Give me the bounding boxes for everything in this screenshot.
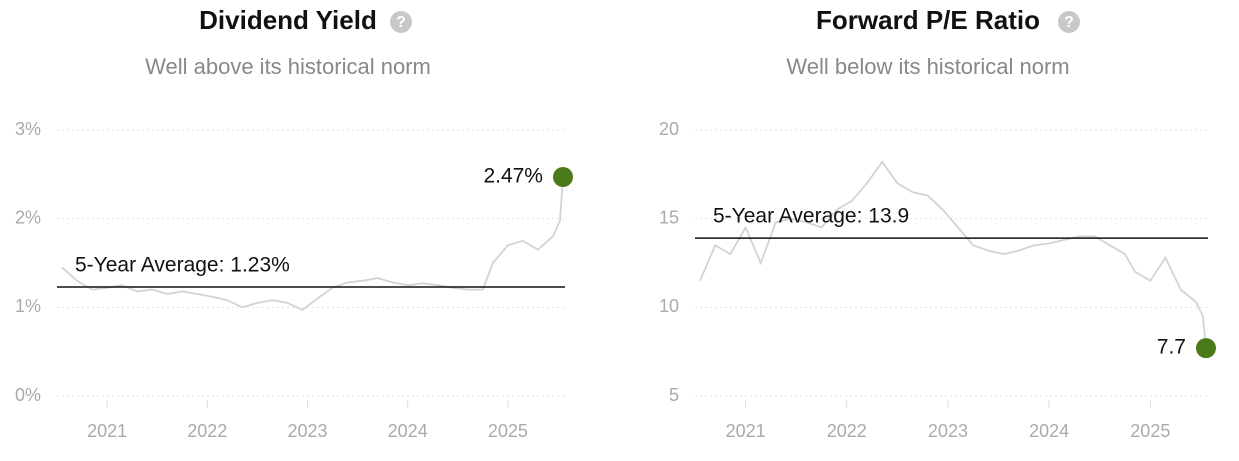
chart-subtitle: Well above its historical norm [145,54,431,79]
x-tick-label: 2025 [1130,421,1170,441]
chart-title: Forward P/E Ratio [816,5,1040,35]
help-icon[interactable] [390,11,412,33]
current-marker [1195,338,1216,359]
series-line [699,160,1207,349]
x-tick-label: 2022 [827,421,867,441]
x-tick-label: 2024 [1029,421,1069,441]
current-label: 7.7 [1157,336,1186,359]
x-tick-label: 2024 [388,421,428,441]
x-tick-label: 2022 [187,421,227,441]
y-tick-label: 15 [659,207,679,227]
x-tick-label: 2021 [87,421,127,441]
y-tick-label: 1% [15,296,41,316]
series-line [61,176,564,312]
y-tick-label: 3% [15,119,41,139]
help-icon-glyph: ? [396,14,406,31]
help-icon[interactable] [1058,11,1080,33]
help-icon-glyph: ? [1064,14,1074,31]
y-tick-label: 10 [659,296,679,316]
average-label: 5-Year Average: 1.23% [75,253,290,276]
chart-subtitle: Well below its historical norm [786,54,1069,79]
x-tick-label: 2025 [488,421,528,441]
y-tick-label: 0% [15,385,41,405]
y-tick-label: 5 [669,385,679,405]
x-tick-label: 2023 [287,421,327,441]
y-tick-label: 20 [659,119,679,139]
average-label: 5-Year Average: 13.9 [713,205,909,228]
chart-title: Dividend Yield [199,5,377,35]
x-tick-label: 2023 [928,421,968,441]
current-label: 2.47% [483,165,543,188]
y-tick-label: 2% [15,207,41,227]
current-marker [552,166,573,187]
x-tick-label: 2021 [726,421,766,441]
